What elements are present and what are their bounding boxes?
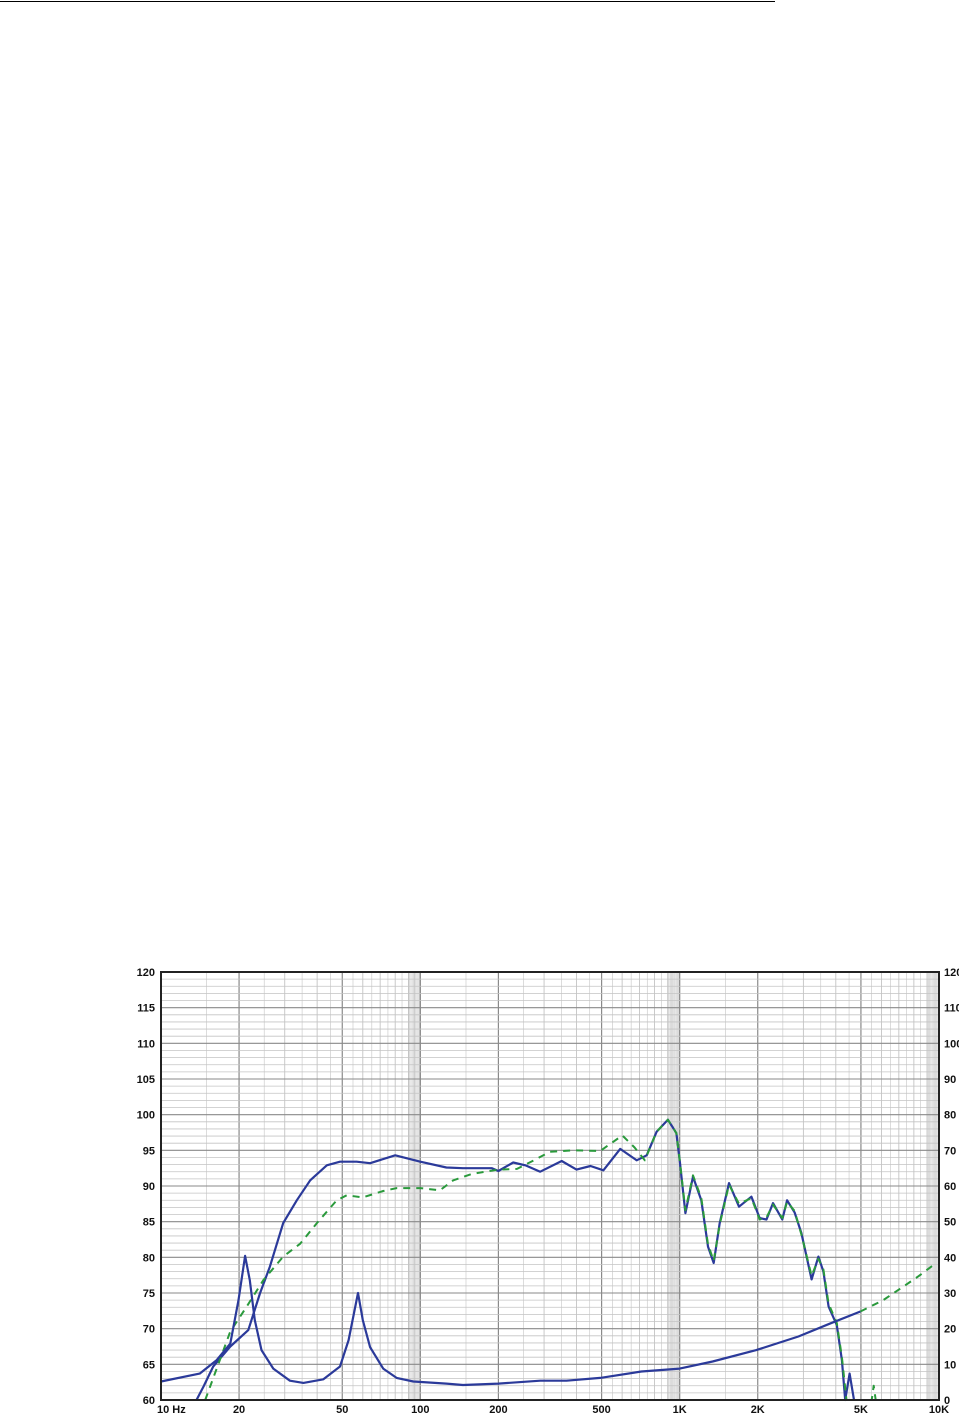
y-left-tick-label: 120 — [137, 967, 155, 979]
y-left-tick-label: 105 — [137, 1074, 155, 1086]
y-left-tick-label: 60 — [143, 1395, 155, 1407]
y-right-tick-label: 30 — [944, 1288, 956, 1300]
x-tick-label: 1K — [673, 1404, 687, 1415]
x-tick-label: 10K — [929, 1404, 949, 1415]
series-group — [160, 1118, 939, 1402]
y-left-tick-label: 95 — [143, 1145, 155, 1157]
impedance-series-dashed-3 — [859, 1264, 934, 1313]
spl-series-solid-0 — [195, 1118, 856, 1402]
y-left-tick-label: 85 — [143, 1217, 155, 1229]
x-tick-label: 500 — [592, 1404, 610, 1415]
x-tick-label: 50 — [336, 1404, 348, 1415]
grid — [160, 971, 940, 1401]
x-tick-label: 2K — [751, 1404, 765, 1415]
y-right-tick-label: 50 — [944, 1217, 956, 1229]
spl-series-dashed-1 — [204, 1118, 939, 1401]
y-left-tick-label: 100 — [137, 1110, 155, 1122]
plot-frame — [160, 971, 940, 1401]
y-right-tick-label: 110 — [944, 1003, 959, 1015]
y-left-tick-label: 115 — [137, 1003, 155, 1015]
tick-labels: 60 65 70 75 80 85 90 95 100 105 110 115 120 0 10 20 30 40… — [137, 967, 959, 1415]
x-tick-label: 100 — [411, 1404, 429, 1415]
y-left-tick-label: 80 — [143, 1252, 155, 1264]
y-left-tick-label: 70 — [143, 1324, 155, 1336]
x-tick-label: 5K — [854, 1404, 868, 1415]
y-right-tick-label: 40 — [944, 1252, 956, 1264]
y-right-tick-label: 70 — [944, 1145, 956, 1157]
y-right-tick-label: 100 — [944, 1038, 959, 1050]
y-right-tick-label: 10 — [944, 1359, 956, 1371]
y-right-tick-label: 60 — [944, 1181, 956, 1193]
top-rule-line — [0, 1, 775, 2]
x-tick-label: 10 Hz — [157, 1404, 186, 1415]
impedance-series-solid-2 — [160, 1254, 861, 1387]
y-left-tick-label: 75 — [143, 1288, 155, 1300]
y-right-tick-label: 20 — [944, 1324, 956, 1336]
y-right-tick-label: 80 — [944, 1110, 956, 1122]
y-right-tick-label: 120 — [944, 967, 959, 979]
x-tick-label: 200 — [489, 1404, 507, 1415]
y-right-tick-label: 90 — [944, 1074, 956, 1086]
y-left-tick-label: 90 — [143, 1181, 155, 1193]
y-left-tick-label: 110 — [137, 1038, 155, 1050]
x-tick-label: 20 — [233, 1404, 245, 1415]
y-left-tick-label: 65 — [143, 1359, 155, 1371]
y-right-tick-label: 0 — [944, 1395, 950, 1407]
